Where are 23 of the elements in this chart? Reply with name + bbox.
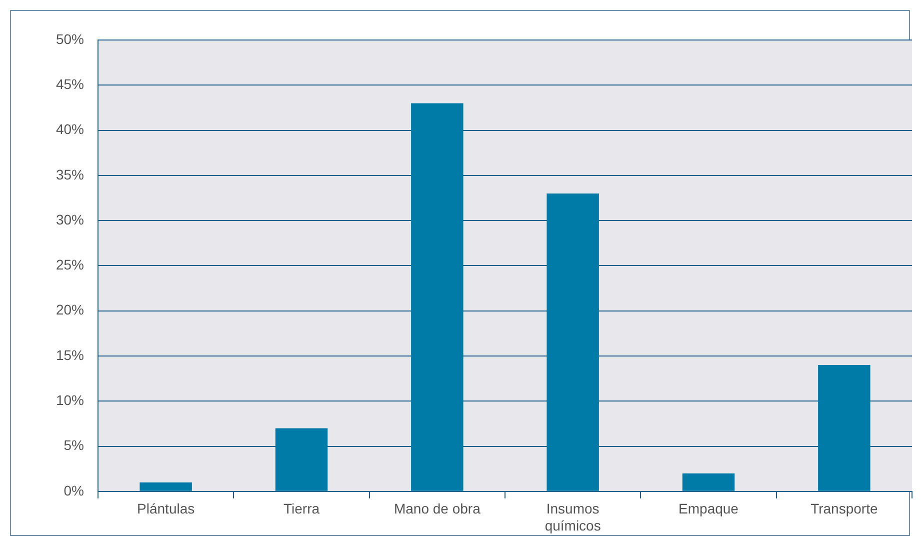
y-tick-label: 10%: [56, 392, 84, 408]
y-tick-label: 15%: [56, 346, 84, 363]
x-tick-label: Transporte: [810, 500, 878, 517]
y-tick-label: 25%: [56, 256, 84, 273]
x-tick-label: Plántulas: [137, 500, 195, 517]
x-tick-label: Insumos químicos: [544, 500, 601, 534]
y-tick-label: 40%: [56, 121, 84, 138]
bar: [411, 103, 464, 491]
x-tick-label: Empaque: [678, 500, 739, 517]
y-tick-label: 45%: [56, 76, 84, 92]
y-tick-label: 30%: [56, 211, 84, 228]
bar: [682, 473, 735, 491]
y-tick-label: 0%: [64, 482, 84, 498]
bar: [275, 428, 328, 491]
bar: [140, 482, 192, 491]
y-tick-label: 35%: [56, 166, 84, 182]
x-tick-label: Tierra: [283, 500, 320, 517]
bar: [818, 365, 870, 491]
y-tick-label: 5%: [64, 437, 84, 454]
y-tick-label: 20%: [56, 302, 84, 318]
x-tick-label: Mano de obra: [394, 500, 481, 517]
y-tick-label: 50%: [56, 30, 84, 47]
bar: [546, 193, 599, 491]
